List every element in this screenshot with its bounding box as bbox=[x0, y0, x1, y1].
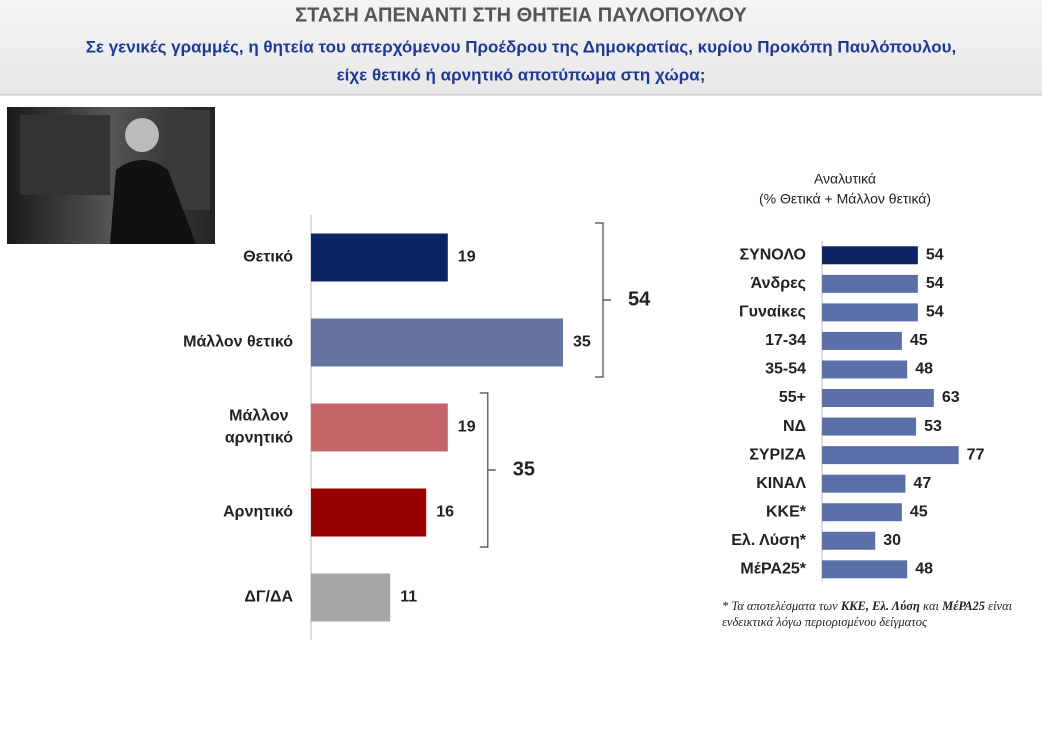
bracket bbox=[479, 392, 496, 548]
value-label: 45 bbox=[910, 503, 928, 520]
subtitle: Σε γενικές γραμμές, η θητεία του απερχόμ… bbox=[86, 37, 957, 56]
value-label: 11 bbox=[400, 589, 417, 606]
value-label: 54 bbox=[926, 246, 944, 263]
bar bbox=[822, 360, 908, 379]
bracket bbox=[595, 222, 611, 378]
bar bbox=[822, 246, 918, 265]
category-label: ΣΥΡΙΖΑ bbox=[749, 446, 806, 463]
category-label: ΚΙΝΑΛ bbox=[756, 475, 806, 492]
bar bbox=[822, 303, 918, 322]
value-label: 54 bbox=[926, 275, 944, 292]
category-label: ΜέΡΑ25* bbox=[740, 561, 806, 578]
value-label: 45 bbox=[910, 332, 928, 349]
category-label: Γυναίκες bbox=[739, 304, 806, 321]
footnote-part: ΜέΡΑ25 bbox=[942, 599, 986, 613]
value-label: 48 bbox=[915, 361, 933, 378]
category-label: Άνδρες bbox=[751, 275, 806, 292]
value-label: 47 bbox=[913, 475, 931, 492]
category-label: ΔΓ/ΔΑ bbox=[244, 589, 293, 606]
bar bbox=[311, 403, 448, 452]
category-label: 17-34 bbox=[765, 332, 806, 349]
group-total: 54 bbox=[628, 288, 651, 310]
value-label: 48 bbox=[915, 561, 933, 578]
bar bbox=[822, 503, 902, 522]
footnote-part: * Τα αποτελέσματα των bbox=[722, 599, 841, 613]
value-label: 30 bbox=[883, 532, 901, 549]
value-label: 16 bbox=[436, 504, 454, 521]
bar bbox=[311, 318, 563, 367]
category-label: Θετικό bbox=[243, 249, 293, 266]
title: ΣΤΑΣΗ ΑΠΕΝΑΝΤΙ ΣΤΗ ΘΗΤΕΙΑ ΠΑΥΛΟΠΟΥΛΟΥ bbox=[295, 4, 747, 26]
bar bbox=[822, 389, 934, 408]
bar bbox=[311, 233, 448, 282]
photo bbox=[7, 107, 215, 244]
category-label: Μάλλον αρνητικό bbox=[225, 408, 293, 447]
bar bbox=[822, 531, 876, 550]
value-label: 63 bbox=[942, 389, 960, 406]
value-label: 19 bbox=[458, 249, 476, 266]
category-label: ΣΥΝΟΛΟ bbox=[739, 246, 806, 263]
footnote-part: και bbox=[919, 599, 943, 613]
value-label: 35 bbox=[573, 334, 591, 351]
bar bbox=[822, 560, 908, 579]
group-total: 35 bbox=[513, 458, 535, 480]
header-band bbox=[0, 0, 1042, 95]
category-label: 35-54 bbox=[765, 361, 806, 378]
footnote-part: ΚΚΕ, Ελ. Λύση bbox=[840, 599, 920, 613]
bar bbox=[822, 274, 918, 293]
panel-title: Αναλυτικά bbox=[814, 171, 876, 187]
category-label: Ελ. Λύση* bbox=[731, 532, 807, 549]
bar bbox=[822, 331, 902, 350]
value-label: 19 bbox=[458, 419, 476, 436]
subtitle: είχε θετικό ή αρνητικό αποτύπωμα στη χώρ… bbox=[337, 65, 706, 84]
category-label: 55+ bbox=[779, 389, 806, 406]
footnote-part: είναι ενδεικτικά λόγω περιορισμένου δείγ… bbox=[722, 599, 1013, 629]
category-label: Αρνητικό bbox=[223, 504, 293, 521]
value-label: 53 bbox=[924, 418, 942, 435]
bar bbox=[822, 446, 959, 465]
value-label: 77 bbox=[967, 446, 985, 463]
panel-subtitle: (% Θετικά + Μάλλον θετικά) bbox=[759, 191, 931, 207]
value-label: 54 bbox=[926, 304, 944, 321]
bar bbox=[822, 474, 906, 493]
bar bbox=[311, 573, 391, 622]
footnote: * Τα αποτελέσματα των ΚΚΕ, Ελ. Λύση και … bbox=[722, 598, 1022, 630]
bar bbox=[822, 417, 917, 436]
bar bbox=[311, 488, 427, 537]
category-label: Μάλλον θετικό bbox=[183, 334, 293, 351]
category-label: ΝΔ bbox=[783, 418, 806, 435]
category-label: ΚΚΕ* bbox=[766, 503, 807, 520]
